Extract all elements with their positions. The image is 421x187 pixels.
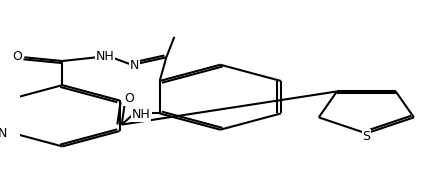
Text: S: S — [362, 130, 370, 143]
Text: O: O — [124, 92, 134, 105]
Text: N: N — [130, 59, 139, 72]
Text: O: O — [12, 50, 22, 63]
Text: N: N — [0, 127, 7, 140]
Text: NH: NH — [96, 50, 115, 63]
Text: NH: NH — [132, 108, 151, 121]
